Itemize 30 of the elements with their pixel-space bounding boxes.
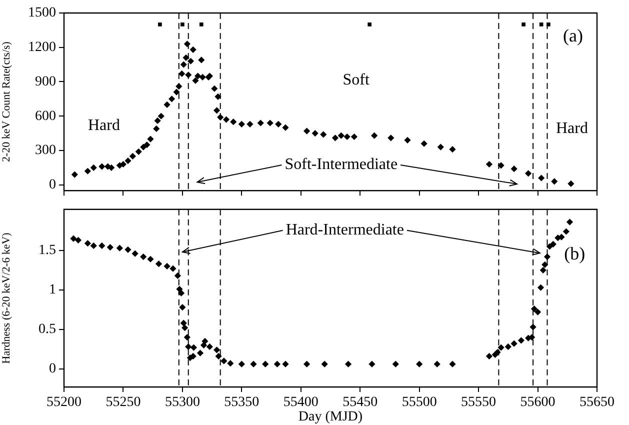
- x-tick-label: 55500: [402, 395, 437, 410]
- annotation: Soft-Intermediate: [284, 156, 398, 174]
- y-tick-label: 1200: [28, 40, 56, 56]
- y-tick-label: 600: [35, 108, 56, 124]
- annotation: Hard-Intermediate: [286, 222, 404, 239]
- y-axis-title: Hardness (6-20 keV/2-6 keV): [0, 232, 12, 364]
- x-tick-label: 55450: [342, 395, 378, 410]
- y-tick-label: 0: [49, 362, 56, 377]
- y-tick-label: 0: [49, 178, 56, 193]
- annotation: (a): [563, 26, 584, 46]
- annotation: Hard: [88, 117, 120, 134]
- x-tick-label: 55400: [283, 395, 318, 410]
- x-tick-label: 55550: [461, 395, 496, 410]
- y-tick-label: 1500: [28, 6, 56, 21]
- x-tick-label: 55300: [164, 395, 200, 410]
- y-tick-label: 1.5: [38, 243, 56, 258]
- annotation: (b): [564, 243, 586, 264]
- x-axis-title: Day (MJD): [298, 409, 363, 424]
- x-tick-label: 55250: [106, 395, 141, 410]
- x-tick-label: 55350: [224, 395, 260, 410]
- x-tick-label: 55200: [46, 395, 82, 410]
- y-tick-label: 1: [49, 282, 56, 298]
- y-tick-label: 0.5: [38, 322, 56, 338]
- y-tick-label: 900: [35, 74, 56, 90]
- x-tick-label: 55650: [580, 395, 614, 410]
- annotation: Soft: [342, 72, 370, 89]
- annotation: Hard: [556, 120, 588, 137]
- y-tick-label: 300: [35, 143, 56, 158]
- y-axis-title: 2-20 keV Count Rate(cts/s): [0, 41, 12, 162]
- x-tick-label: 55600: [520, 395, 556, 410]
